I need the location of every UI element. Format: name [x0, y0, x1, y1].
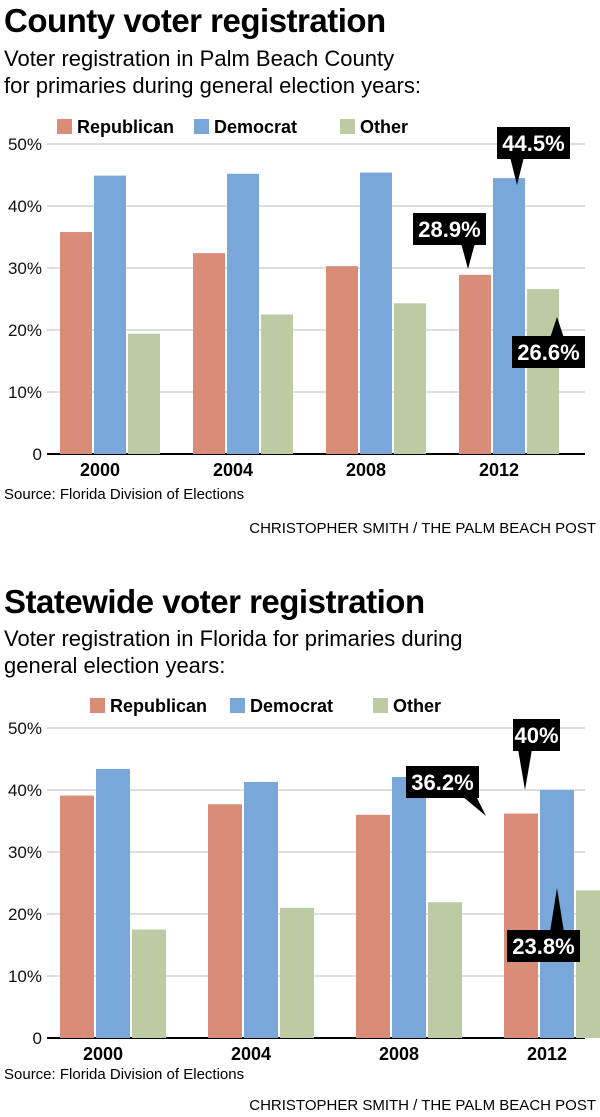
y-tick-label: 40%: [8, 197, 42, 216]
callout-box: [507, 930, 580, 962]
bar-republican-2004: [193, 253, 225, 454]
y-tick-label: 0: [33, 445, 42, 464]
callout-pointer: [550, 888, 564, 932]
callout-label: 26.6%: [517, 340, 579, 365]
y-tick-label: 50%: [8, 719, 42, 738]
legend-swatch-democrat: [194, 119, 209, 134]
legend-label-republican: Republican: [110, 696, 207, 716]
bar-other-2008: [394, 303, 426, 454]
legend-swatch-other: [373, 698, 388, 713]
x-tick-label-2012: 2012: [527, 1044, 567, 1062]
bar-republican-2012: [459, 274, 491, 454]
bar-other-2008: [428, 902, 462, 1038]
callout-democrat-2012: 40%: [513, 719, 560, 790]
bar-other-2000: [128, 333, 160, 454]
callout-box: [406, 766, 479, 798]
county-chart-subtitle-line-1: Voter registration in Palm Beach County: [4, 46, 395, 71]
legend-label-democrat: Democrat: [214, 117, 297, 137]
callout-label: 28.9%: [418, 217, 480, 242]
y-tick-label: 10%: [8, 967, 42, 986]
bar-democrat-2004: [227, 173, 259, 454]
statewide-chart-subtitle-line-1: Voter registration in Florida for primar…: [4, 626, 463, 651]
bar-democrat-2012: [493, 178, 525, 454]
callout-box: [413, 213, 486, 245]
bar-other-2012: [527, 289, 559, 454]
bar-democrat-2008: [392, 776, 426, 1038]
callout-pointer: [550, 317, 564, 338]
legend-label-democrat: Democrat: [250, 696, 333, 716]
y-tick-label: 10%: [8, 383, 42, 402]
callout-other-2012: 23.8%: [507, 888, 580, 962]
callout-other-2012: 26.6%: [512, 317, 585, 368]
statewide-chart-subtitle-line-2: general election years:: [4, 653, 226, 678]
x-tick-label-2004: 2004: [231, 1044, 271, 1062]
bar-other-2000: [132, 929, 166, 1038]
callout-republican-2012: 36.2%: [406, 766, 486, 816]
legend-swatch-republican: [57, 119, 72, 134]
x-tick-label-2004: 2004: [213, 460, 253, 480]
bar-republican-2004: [208, 804, 242, 1038]
statewide-chart-credit: CHRISTOPHER SMITH / THE PALM BEACH POST: [249, 1097, 596, 1114]
callout-label: 36.2%: [411, 770, 473, 795]
statewide-chart-source: Source: Florida Division of Elections: [4, 1066, 245, 1083]
callout-label: 40%: [514, 723, 558, 748]
callout-box: [512, 336, 585, 368]
y-tick-label: 0: [33, 1029, 42, 1048]
callout-box: [497, 127, 570, 159]
callout-box: [513, 719, 560, 751]
county-chart-source: Source: Florida Division of Elections: [4, 486, 245, 503]
bar-republican-2008: [356, 814, 390, 1038]
y-tick-label: 50%: [8, 135, 42, 154]
county-bar-chart: 0 10% 20% 30% 40% 50% Republican Democrat Other 2…: [8, 117, 585, 480]
legend-label-other: Other: [360, 117, 408, 137]
callout-pointer: [461, 243, 475, 269]
callout-pointer: [462, 796, 486, 816]
y-tick-label: 30%: [8, 843, 42, 862]
x-tick-label-2000: 2000: [83, 1044, 123, 1062]
y-tick-label: 40%: [8, 781, 42, 800]
callout-pointer: [518, 749, 532, 790]
callout-republican-2012: 28.9%: [413, 213, 486, 269]
bar-other-2012: [576, 890, 600, 1038]
x-tick-label-2008: 2008: [346, 460, 386, 480]
bar-democrat-2000: [94, 175, 126, 454]
x-tick-label-2008: 2008: [379, 1044, 419, 1062]
legend-swatch-republican: [90, 698, 105, 713]
bar-other-2004: [261, 314, 293, 454]
county-chart-title: County voter registration: [4, 2, 386, 39]
statewide-bar-chart: 0 10% 20% 30% 40% 50% Republican Democrat Other 2…: [8, 696, 600, 1062]
bar-republican-2000: [60, 232, 92, 454]
bar-democrat-2004: [244, 781, 278, 1038]
y-tick-label: 20%: [8, 905, 42, 924]
callout-label: 44.5%: [502, 131, 564, 156]
bar-democrat-2000: [96, 768, 130, 1038]
bar-other-2004: [280, 907, 314, 1038]
bar-republican-2012: [504, 813, 538, 1038]
statewide-chart-title: Statewide voter registration: [4, 583, 425, 620]
bar-republican-2000: [60, 795, 94, 1038]
callout-label: 23.8%: [512, 934, 574, 959]
x-tick-label-2000: 2000: [80, 460, 120, 480]
county-chart-credit: CHRISTOPHER SMITH / THE PALM BEACH POST: [249, 520, 596, 537]
legend-label-republican: Republican: [77, 117, 174, 137]
y-tick-label: 30%: [8, 259, 42, 278]
legend-swatch-democrat: [230, 698, 245, 713]
y-tick-label: 20%: [8, 321, 42, 340]
bar-republican-2008: [326, 266, 358, 454]
callout-pointer: [510, 157, 524, 185]
legend-swatch-other: [340, 119, 355, 134]
county-chart-subtitle-line-2: for primaries during general election ye…: [4, 73, 421, 98]
callout-democrat-2012: 44.5%: [497, 127, 570, 185]
x-tick-label-2012: 2012: [479, 460, 519, 480]
bar-democrat-2008: [360, 172, 392, 454]
legend-label-other: Other: [393, 696, 441, 716]
